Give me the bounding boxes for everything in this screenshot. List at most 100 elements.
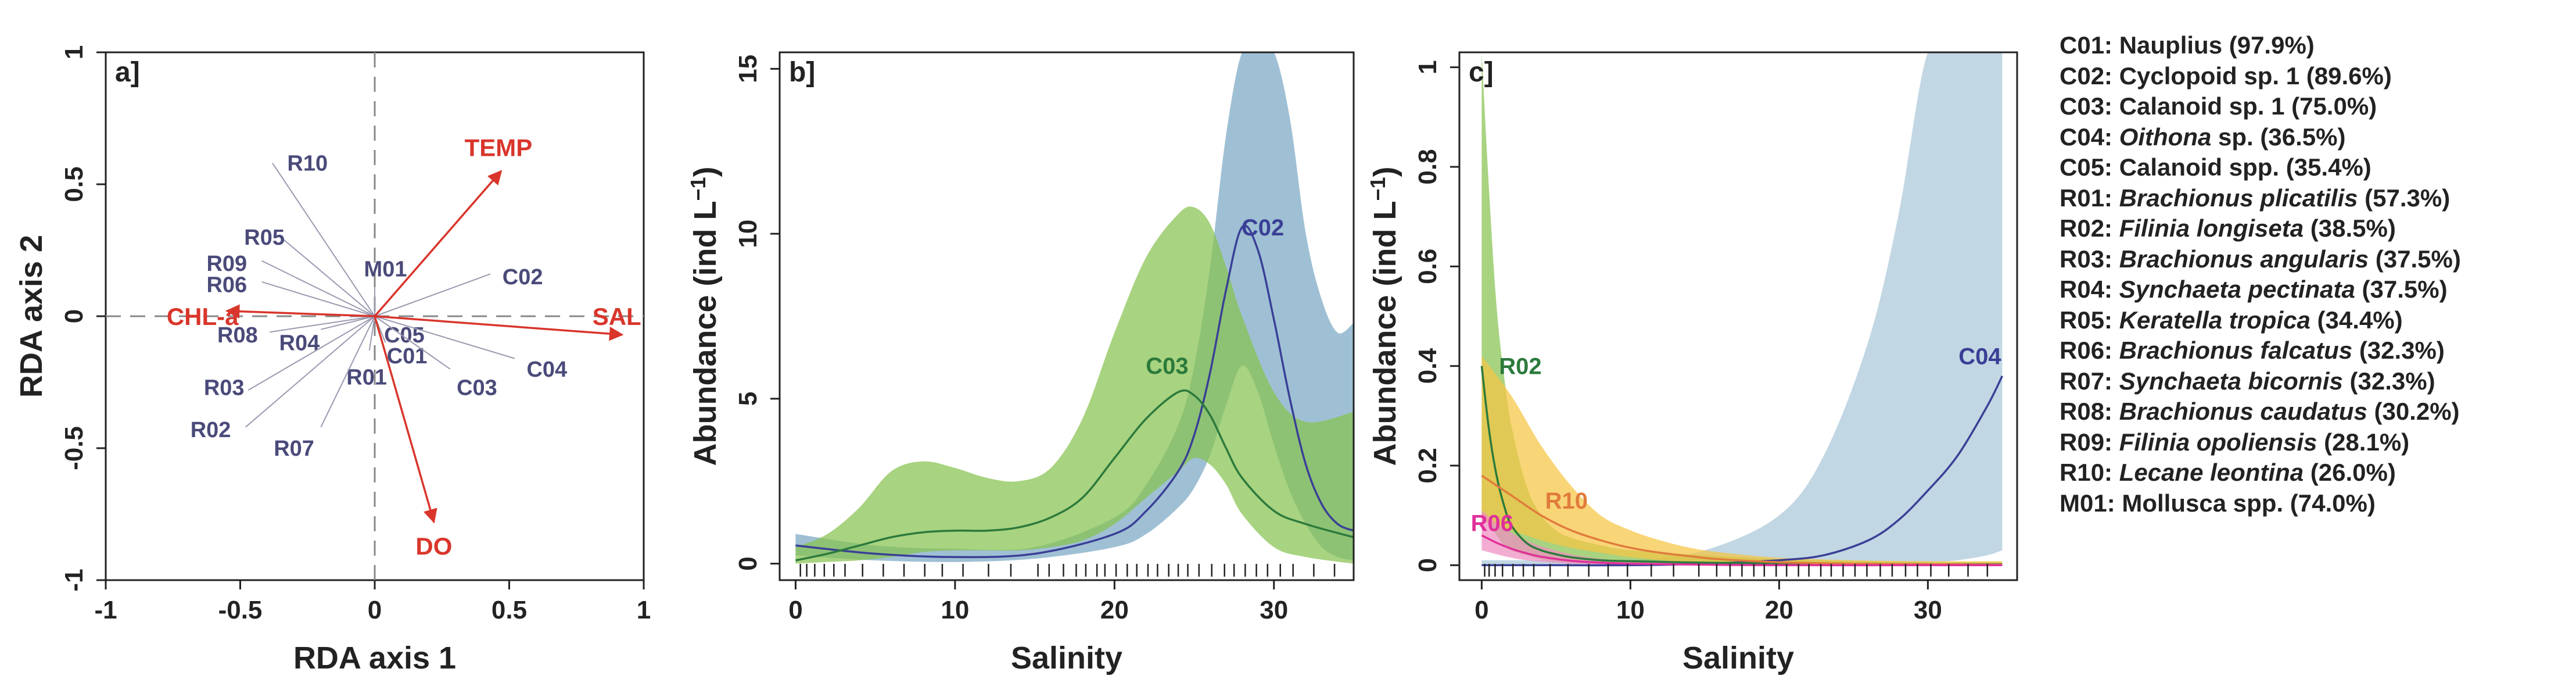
x-tick-label: 0 <box>368 596 382 624</box>
legend-taxon: Brachionus angularis <box>2119 245 2369 273</box>
plot-frame <box>778 51 1355 581</box>
species-vector-r09 <box>261 260 375 317</box>
legend-item-r02: R02: Filinia longiseta (38.5%) <box>2060 213 2571 244</box>
legend-code: R01: <box>2060 184 2119 212</box>
fit-line-r10 <box>1481 474 2003 566</box>
legend-percentage: (28.1%) <box>2317 428 2410 456</box>
y-axis-title: Abundance (ind L−1) <box>1366 167 1402 466</box>
legend-percentage: (32.3%) <box>2352 337 2445 364</box>
species-label-r09: R09 <box>206 252 247 276</box>
legend-code: C05: <box>2060 153 2119 181</box>
x-tick-label: 0 <box>1474 596 1488 624</box>
fit-line-c02 <box>795 224 1354 559</box>
y-tick-label: 1 <box>60 45 88 59</box>
legend-percentage: (32.3%) <box>2342 367 2435 395</box>
fit-line-r06 <box>1481 534 2003 567</box>
species-vector-r10 <box>272 163 375 317</box>
species-label-r04: R04 <box>279 331 320 355</box>
legend-taxon: Synchaeta pectinata <box>2119 276 2355 303</box>
species-legend: C01: Nauplius (97.9%) C02: Cyclopoid sp. … <box>2060 30 2571 519</box>
series-label-c02: C02 <box>1242 215 1284 241</box>
legend-percentage: (34.4%) <box>2310 306 2403 334</box>
env-label-temp: TEMP <box>465 134 533 161</box>
species-label-c04: C04 <box>526 357 567 382</box>
x-tick-label: -0.5 <box>218 596 263 624</box>
legend-item-r09: R09: Filinia opoliensis (28.1%) <box>2060 427 2571 458</box>
legend-code: R08: <box>2060 398 2119 425</box>
species-label-r02: R02 <box>191 418 231 442</box>
legend-code: C03: <box>2060 92 2119 120</box>
legend-taxon-suffix: sp. <box>2211 123 2254 151</box>
series-label-c03: C03 <box>1146 353 1188 379</box>
env-vector-do <box>374 316 437 524</box>
species-vector-r03 <box>247 316 375 391</box>
legend-code: R04: <box>2060 276 2119 303</box>
series-label-r10: R10 <box>1545 488 1588 514</box>
legend-item-r10: R10: Lecane leontina (26.0%) <box>2060 457 2571 488</box>
legend-percentage: (74.0%) <box>2283 489 2376 517</box>
legend-taxon: Lecane leontina <box>2119 459 2304 486</box>
env-label-sal: SAL <box>593 303 641 330</box>
legend-taxon: Nauplius <box>2119 31 2223 59</box>
legend-item-c02: C02: Cyclopoid sp. 1 (89.6%) <box>2060 61 2571 92</box>
legend-item-r03: R03: Brachionus angularis (37.5%) <box>2060 244 2571 275</box>
y-tick-label: 0.8 <box>1413 149 1442 184</box>
legend-taxon: Oithona <box>2119 123 2212 151</box>
species-label-m01: M01 <box>364 257 407 281</box>
species-vector-c02 <box>374 273 491 317</box>
legend-code: R07: <box>2060 367 2119 395</box>
y-tick-label: 5 <box>734 392 762 406</box>
panel-c-abundance-curves: C04 R02 R10 R06 c] Salinity Abundance (ind L−1… <box>1366 51 2018 675</box>
panel-a-rda-biplot: a] RDA axis 1 RDA axis 2 -1 -0.5 0 0.5 1 1 0.5 0 -0… <box>14 45 651 675</box>
plot-area <box>1480 52 2003 567</box>
env-vector-chl-a <box>225 304 375 319</box>
legend-code: R10: <box>2060 459 2119 486</box>
legend-code: R06: <box>2060 337 2119 364</box>
y-tick-label: 0 <box>734 556 762 570</box>
species-vector-r07 <box>320 316 375 428</box>
species-label-r05: R05 <box>244 226 285 250</box>
series-label-r06: R06 <box>1471 510 1513 536</box>
fit-line-c03 <box>795 389 1354 562</box>
fit-line-c04 <box>1481 376 2003 567</box>
legend-code: C02: <box>2060 62 2119 90</box>
legend-code: C04: <box>2060 123 2119 151</box>
y-tick-label: -1 <box>60 569 88 591</box>
legend-item-c04: C04: Oithona sp. (36.5%) <box>2060 122 2571 153</box>
species-vector-c04 <box>374 316 515 359</box>
y-tick-label: 0.4 <box>1413 348 1442 384</box>
legend-taxon: Synchaeta bicornis <box>2119 367 2343 395</box>
species-label-c02: C02 <box>503 265 543 289</box>
plot-frame <box>1458 51 2018 581</box>
legend-code: R02: <box>2060 214 2119 242</box>
x-axis-title: Salinity <box>1011 641 1122 675</box>
y-axis-title: RDA axis 2 <box>14 235 49 398</box>
confidence-band-c04 <box>1481 52 2003 566</box>
panel-b-abundance-curves: C02 C03 b] Salinity Abundance (ind L−1) 0 10 20… <box>686 51 1355 675</box>
legend-code: R03: <box>2060 245 2119 273</box>
legend-item-c03: C03: Calanoid sp. 1 (75.0%) <box>2060 91 2571 122</box>
species-label-r07: R07 <box>274 437 314 461</box>
legend-item-c01: C01: Nauplius (97.9%) <box>2060 30 2571 61</box>
panel-label: c] <box>1469 57 1494 88</box>
species-label-c01: C01 <box>387 344 428 369</box>
legend-percentage: (97.9%) <box>2222 31 2315 59</box>
legend-taxon: Calanoid sp. 1 <box>2119 92 2285 120</box>
x-axis-title: Salinity <box>1682 641 1794 675</box>
species-label-r01: R01 <box>346 365 387 389</box>
species-label-r10: R10 <box>287 152 328 176</box>
legend-taxon: Calanoid spp. <box>2119 153 2280 181</box>
legend-taxon: Keratella tropica <box>2119 306 2310 334</box>
legend-item-r07: R07: Synchaeta bicornis (32.3%) <box>2060 366 2571 397</box>
y-tick-label: 0.5 <box>60 166 88 202</box>
y-tick-label: 0 <box>1413 558 1442 572</box>
species-vector-r01 <box>368 316 375 351</box>
species-vector-r04 <box>321 316 375 330</box>
y-axis-title-suffix: ) <box>1368 167 1402 177</box>
x-tick-label: 10 <box>941 596 969 624</box>
legend-percentage: (35.4%) <box>2279 153 2372 181</box>
series-label-r02: R02 <box>1499 354 1541 380</box>
env-label-do: DO <box>415 532 452 560</box>
x-axis-title: RDA axis 1 <box>293 641 456 675</box>
